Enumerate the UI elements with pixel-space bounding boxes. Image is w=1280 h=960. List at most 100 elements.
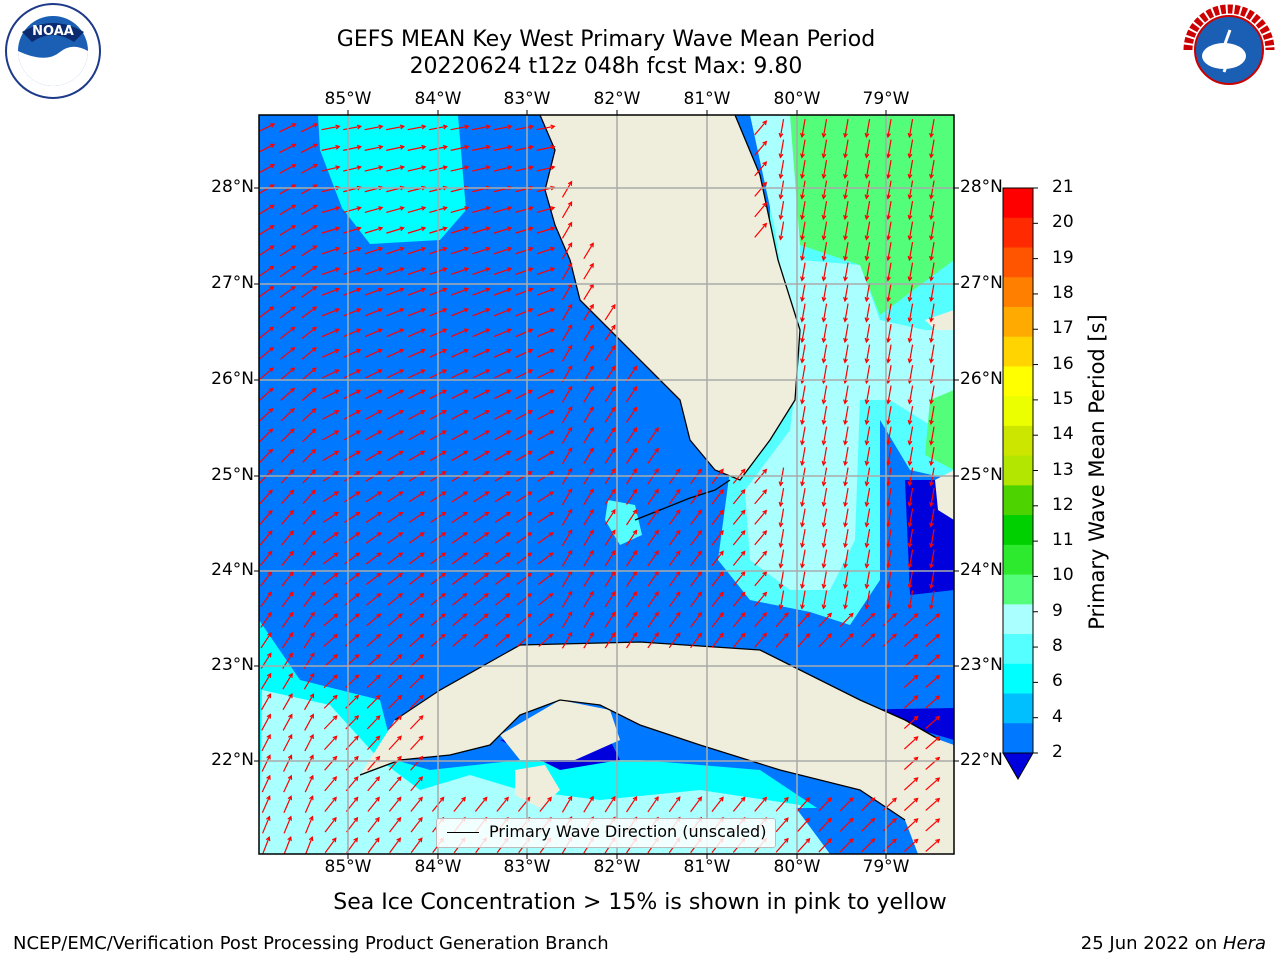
wave-arrow-head xyxy=(376,633,382,639)
wave-arrow-head xyxy=(762,591,768,597)
wave-arrow-head xyxy=(526,593,532,598)
wave-arrow xyxy=(493,328,512,338)
colorbar-tick-label: 6 xyxy=(1052,671,1063,692)
wave-arrow xyxy=(259,184,275,195)
wave-arrow-head xyxy=(762,796,768,802)
wave-arrow-head xyxy=(507,144,513,150)
wave-arrow xyxy=(925,839,940,852)
wave-arrow xyxy=(259,265,274,278)
wave-arrow-head xyxy=(291,204,297,210)
wave-arrow-head xyxy=(397,715,403,720)
wave-arrow-head xyxy=(462,552,468,558)
wave-arrow xyxy=(410,817,423,833)
lat-tick-label-left: 22°N xyxy=(211,750,254,770)
wave-arrow xyxy=(303,673,315,690)
wave-arrow xyxy=(259,449,273,463)
credit-date: 25 Jun 2022 on xyxy=(1080,933,1223,954)
wave-arrow-head xyxy=(697,611,703,617)
wave-arrow xyxy=(495,613,510,627)
wave-arrow-head xyxy=(399,308,405,313)
wave-arrow xyxy=(887,508,892,527)
wave-arrow xyxy=(925,613,940,627)
wave-arrow-head xyxy=(269,326,275,332)
wave-arrow-head xyxy=(783,632,789,638)
wave-arrow-head xyxy=(289,570,294,576)
wave-arrow-head xyxy=(935,736,941,742)
wave-arrow-head xyxy=(800,153,805,159)
wave-arrow-head xyxy=(567,529,573,535)
wave-arrow xyxy=(281,612,294,628)
wave-arrow-head xyxy=(266,713,271,719)
wave-arrow xyxy=(583,325,594,341)
wave-arrow-head xyxy=(463,491,469,496)
wave-arrow xyxy=(822,447,828,465)
wave-arrow xyxy=(732,592,746,607)
wave-arrow-head xyxy=(356,124,363,130)
wave-arrow xyxy=(321,247,340,255)
wave-arrow-head xyxy=(907,563,913,569)
wave-arrow-head xyxy=(266,754,271,760)
wave-arrow-head xyxy=(333,511,339,517)
wave-arrow-head xyxy=(505,532,511,537)
wave-arrow-head xyxy=(353,816,359,822)
wave-arrow-head xyxy=(800,501,805,508)
wave-arrow-head xyxy=(827,838,833,843)
wave-arrow-head xyxy=(632,590,638,597)
wave-arrow-head xyxy=(526,633,532,639)
wave-arrow-head xyxy=(310,509,316,515)
wave-arrow xyxy=(261,693,271,711)
wave-arrow-head xyxy=(719,570,724,576)
wave-arrow-head xyxy=(654,509,659,515)
wave-arrow xyxy=(473,491,489,503)
lon-tick-label-top: 79°W xyxy=(862,89,910,109)
wave-arrow xyxy=(801,549,806,568)
wave-arrow-head xyxy=(907,481,913,487)
wave-arrow xyxy=(259,530,273,546)
wave-arrow xyxy=(300,204,318,216)
wave-arrow-head xyxy=(740,550,746,556)
wave-arrow-head xyxy=(589,631,594,637)
wave-arrow-head xyxy=(913,838,919,844)
wave-arrow xyxy=(711,797,724,812)
wave-arrow xyxy=(409,634,424,647)
colorbar-tick-label: 20 xyxy=(1052,212,1074,233)
wave-arrow-head xyxy=(377,308,384,313)
credit-machine: Hera xyxy=(1222,933,1266,954)
nws-logo xyxy=(1181,2,1277,98)
colorbar-tick-label: 10 xyxy=(1052,565,1074,586)
wave-arrow xyxy=(279,306,296,319)
wave-arrow-head xyxy=(399,226,405,232)
wave-arrow-head xyxy=(290,265,296,271)
wave-arrow-head xyxy=(440,633,446,639)
wave-arrow-head xyxy=(267,591,273,597)
wave-arrow xyxy=(304,755,314,772)
lon-tick-label-bottom: 84°W xyxy=(414,857,462,877)
wave-arrow xyxy=(779,529,785,547)
wave-arrow xyxy=(387,552,403,565)
wave-arrow-head xyxy=(463,430,469,435)
wave-arrow xyxy=(626,796,637,813)
wave-arrow-head xyxy=(421,206,427,211)
wave-arrow-head xyxy=(800,317,805,323)
wave-arrow-head xyxy=(376,532,382,537)
wave-arrow-head xyxy=(353,776,359,782)
wave-arrow xyxy=(801,590,806,609)
wave-arrow-head xyxy=(675,611,681,617)
wave-arrow-head xyxy=(334,389,340,395)
wave-arrow xyxy=(887,426,892,445)
wave-arrow xyxy=(386,308,404,317)
wave-arrow xyxy=(732,797,746,812)
wave-arrow-head xyxy=(419,633,425,639)
wave-arrow-head xyxy=(396,796,402,802)
wave-arrow xyxy=(515,267,533,276)
wave-arrow-head xyxy=(886,153,891,159)
wave-arrow-head xyxy=(864,604,870,610)
wave-arrow-head xyxy=(441,552,447,558)
wave-arrow-head xyxy=(805,837,811,843)
wave-arrow xyxy=(626,366,637,382)
wave-arrow xyxy=(305,816,313,834)
wave-arrow-head xyxy=(397,735,402,741)
wave-arrow xyxy=(537,450,554,462)
wave-arrow-head xyxy=(377,267,384,272)
wave-arrow xyxy=(732,633,746,648)
